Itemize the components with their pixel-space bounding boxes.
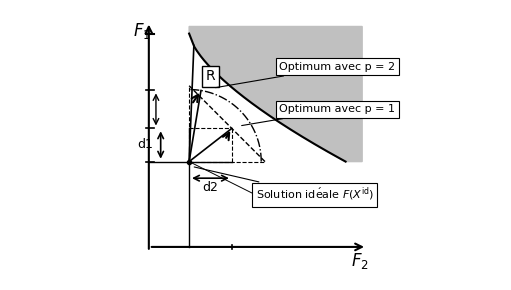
Text: d2: d2	[202, 181, 218, 194]
Text: R: R	[205, 69, 215, 83]
Text: d1: d1	[137, 139, 154, 151]
Polygon shape	[189, 26, 362, 162]
Text: $F_1$: $F_1$	[133, 21, 151, 41]
Text: Optimum avec p = 1: Optimum avec p = 1	[242, 104, 395, 126]
Text: $F_2$: $F_2$	[351, 251, 369, 271]
Text: Solution id$\mathregular{\'{e}}$ale $F(X^{\mathrm{id}})$: Solution id$\mathregular{\'{e}}$ale $F(X…	[194, 167, 374, 203]
Text: Optimum avec p = 2: Optimum avec p = 2	[216, 62, 396, 88]
